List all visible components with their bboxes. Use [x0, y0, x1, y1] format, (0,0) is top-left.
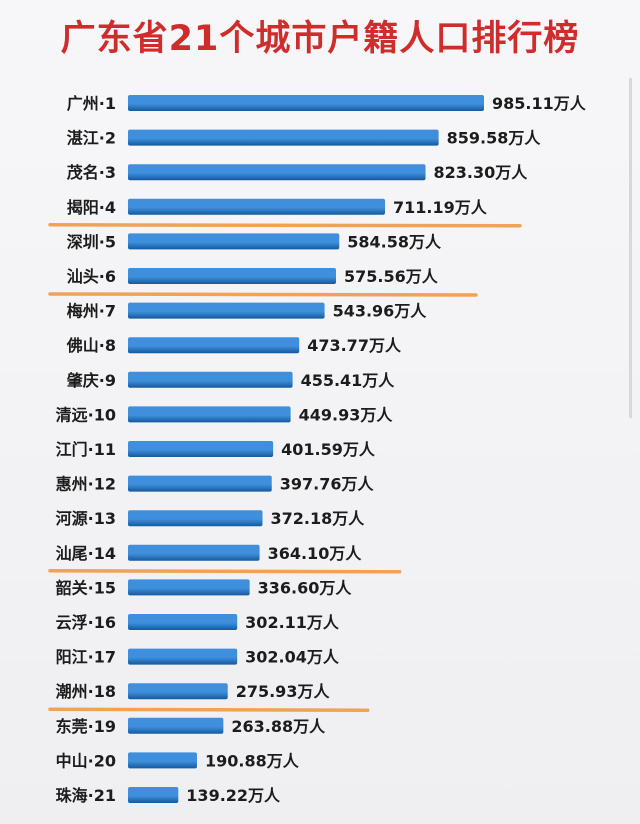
category-label: 肇庆·9 — [66, 371, 116, 390]
bar — [128, 752, 197, 769]
bar — [128, 683, 228, 700]
bar — [128, 371, 293, 388]
value-label: 859.58万人 — [447, 129, 542, 148]
category-label: 茂名·3 — [67, 163, 116, 182]
category-label: 广州·1 — [67, 94, 116, 113]
bar — [128, 441, 274, 457]
bar — [128, 544, 260, 561]
category-label: 清远·10 — [56, 405, 116, 424]
value-label: 275.93万人 — [236, 682, 331, 701]
category-label: 惠州·12 — [56, 475, 116, 494]
bar — [128, 337, 300, 354]
bar — [128, 302, 325, 319]
bar — [128, 648, 238, 665]
category-label: 东莞·19 — [56, 717, 116, 736]
highlight-underline — [48, 223, 522, 228]
highlight-underline — [48, 707, 370, 712]
category-label: 潮州·18 — [56, 682, 116, 701]
category-label: 汕头·6 — [67, 267, 116, 286]
bar — [128, 406, 291, 423]
value-label: 711.19万人 — [393, 198, 488, 217]
chart-title: 广东省21个城市户籍人口排行榜 — [60, 19, 580, 59]
value-label: 397.76万人 — [280, 475, 375, 494]
bar — [128, 95, 484, 111]
value-label: 336.60万人 — [258, 578, 353, 597]
value-label: 302.04万人 — [245, 648, 340, 667]
bar — [128, 579, 250, 596]
category-label: 韶关·15 — [56, 578, 116, 597]
value-label: 575.56万人 — [344, 267, 439, 286]
bar — [128, 510, 263, 527]
category-label: 梅州·7 — [67, 302, 116, 321]
page-edge-divider — [629, 78, 632, 418]
highlight-underline — [48, 569, 402, 574]
value-label: 543.96万人 — [333, 302, 428, 321]
category-label: 汕尾·14 — [56, 544, 116, 563]
bar — [128, 198, 386, 215]
value-label: 449.93万人 — [299, 405, 394, 424]
bar — [128, 787, 179, 803]
category-label: 阳江·17 — [56, 648, 116, 667]
category-label: 揭阳·4 — [67, 198, 116, 217]
value-label: 190.88万人 — [205, 751, 300, 770]
value-label: 263.88万人 — [231, 717, 326, 736]
value-label: 455.41万人 — [301, 371, 396, 390]
value-label: 364.10万人 — [268, 544, 363, 563]
value-label: 372.18万人 — [270, 509, 365, 528]
bar — [128, 129, 439, 146]
bar — [128, 268, 336, 284]
value-label: 473.77万人 — [307, 336, 402, 355]
bar — [128, 164, 426, 181]
value-label: 584.58万人 — [347, 232, 442, 251]
value-label: 823.30万人 — [434, 163, 529, 182]
bar — [128, 475, 272, 492]
value-label: 302.11万人 — [245, 613, 340, 632]
category-label: 珠海·21 — [56, 786, 116, 805]
value-label: 985.11万人 — [492, 94, 587, 113]
highlight-underline — [48, 292, 478, 297]
value-label: 401.59万人 — [281, 440, 376, 459]
category-label: 佛山·8 — [66, 336, 116, 355]
category-label: 湛江·2 — [67, 129, 116, 148]
category-label: 深圳·5 — [67, 232, 116, 251]
bar — [128, 717, 224, 734]
category-label: 江门·11 — [56, 440, 116, 459]
category-label: 河源·13 — [56, 509, 116, 528]
bar — [128, 614, 238, 630]
category-label: 云浮·16 — [56, 613, 116, 632]
category-label: 中山·20 — [56, 751, 116, 770]
value-label: 139.22万人 — [186, 786, 281, 805]
bar — [128, 233, 340, 250]
